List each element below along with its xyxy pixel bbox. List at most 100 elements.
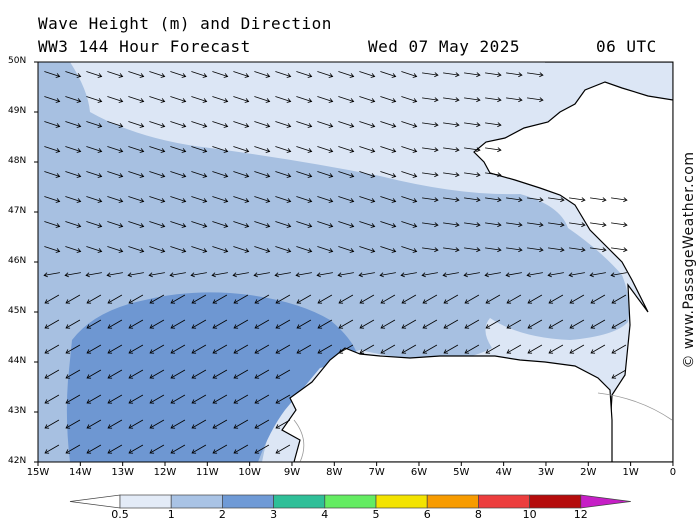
wave-arrow bbox=[422, 222, 439, 228]
wave-arrow bbox=[526, 272, 543, 278]
wave-arrow bbox=[443, 147, 460, 153]
wave-arrow bbox=[296, 246, 313, 253]
wave-arrow bbox=[86, 319, 102, 329]
wave-arrow bbox=[611, 294, 627, 304]
wave-arrow bbox=[170, 344, 186, 354]
wave-arrow bbox=[338, 196, 355, 203]
wave-arrow bbox=[233, 196, 250, 203]
wave-arrow bbox=[590, 319, 606, 329]
wave-arrow bbox=[44, 294, 60, 304]
wave-arrow bbox=[611, 344, 627, 354]
wave-arrow bbox=[212, 171, 229, 178]
wave-arrow bbox=[86, 444, 102, 454]
wave-arrow bbox=[128, 419, 144, 429]
wave-arrow bbox=[275, 196, 292, 203]
wave-arrow bbox=[212, 196, 229, 203]
wave-arrow bbox=[149, 171, 166, 178]
wave-arrow bbox=[253, 272, 270, 278]
wave-arrow bbox=[170, 369, 186, 379]
wave-arrow bbox=[548, 319, 564, 329]
wave-arrow bbox=[127, 272, 144, 278]
wave-arrow bbox=[443, 197, 460, 203]
wave-arrow bbox=[569, 344, 585, 354]
wave-arrow bbox=[191, 246, 208, 253]
forecast-date: Wed 07 May 2025 bbox=[368, 37, 520, 56]
wave-arrow bbox=[379, 272, 396, 278]
border-es-pt bbox=[293, 419, 305, 462]
wave-arrow bbox=[443, 72, 460, 78]
wave-arrow bbox=[170, 171, 187, 178]
lat-label: 44N bbox=[8, 356, 27, 366]
wave-arrow bbox=[86, 394, 102, 404]
colorbar-label: 3 bbox=[270, 508, 278, 521]
wave-arrow bbox=[317, 294, 333, 304]
lon-label: 7W bbox=[368, 467, 385, 478]
lon-label: 5W bbox=[453, 467, 470, 478]
wave-arrow bbox=[149, 369, 165, 379]
wave-arrow bbox=[128, 96, 145, 103]
wave-arrow bbox=[254, 71, 271, 78]
wave-arrow bbox=[149, 294, 165, 304]
colorbar-swatch bbox=[426, 494, 479, 509]
wave-arrow bbox=[191, 344, 207, 354]
wave-arrow bbox=[527, 197, 544, 203]
wave-arrow bbox=[148, 272, 165, 278]
wave-arrow bbox=[86, 196, 103, 203]
wave-arrow bbox=[170, 121, 187, 128]
wave-arrow bbox=[170, 71, 187, 78]
wave-arrow bbox=[527, 97, 544, 103]
wave-arrow bbox=[527, 222, 544, 228]
wave-arrow bbox=[506, 247, 523, 253]
wave-arrow bbox=[128, 196, 145, 203]
wave-arrow bbox=[463, 272, 480, 278]
lon-label: 11W bbox=[196, 467, 219, 478]
wave-arrow bbox=[128, 71, 145, 78]
land-spain bbox=[281, 347, 613, 462]
wave-arrow bbox=[317, 221, 334, 228]
wave-arrow bbox=[401, 171, 418, 178]
wave-arrow bbox=[464, 147, 481, 153]
wave-arrow bbox=[485, 172, 502, 178]
wave-arrow bbox=[149, 121, 166, 128]
wave-arrow bbox=[442, 272, 459, 278]
wave-arrow bbox=[44, 319, 60, 329]
wave-arrow bbox=[275, 294, 291, 304]
wave-arrow bbox=[44, 171, 61, 178]
wave-arrow bbox=[317, 196, 334, 203]
wave-arrow bbox=[107, 71, 124, 78]
wave-arrow bbox=[380, 146, 397, 153]
wave-arrow bbox=[128, 146, 145, 153]
wave-arrow bbox=[296, 171, 313, 178]
wave-arrow bbox=[401, 196, 418, 203]
wave-arrow bbox=[275, 171, 292, 178]
wave-arrow bbox=[149, 419, 165, 429]
colorbar-label: 0.5 bbox=[111, 508, 129, 521]
wave-arrow bbox=[422, 344, 438, 354]
wave-arrow bbox=[65, 121, 82, 128]
wave-arrow bbox=[338, 344, 354, 354]
wave-arrow bbox=[44, 444, 60, 454]
lat-label: 47N bbox=[8, 206, 27, 216]
wave-arrow bbox=[506, 344, 522, 354]
wave-arrow bbox=[296, 71, 313, 78]
wave-arrow bbox=[380, 96, 397, 103]
wave-arrow bbox=[149, 196, 166, 203]
wave-arrow bbox=[443, 172, 460, 178]
wave-arrow bbox=[233, 294, 249, 304]
lon-label: 13W bbox=[111, 467, 134, 478]
wave-arrow bbox=[401, 96, 418, 103]
colorbar-max-triangle bbox=[580, 494, 631, 509]
wave-arrow bbox=[275, 344, 291, 354]
wave-arrow bbox=[589, 272, 606, 278]
wave-arrow bbox=[191, 146, 208, 153]
wave-arrow bbox=[149, 246, 166, 253]
wave-arrow bbox=[569, 294, 585, 304]
colorbar-min-triangle bbox=[69, 494, 121, 509]
wave-arrow bbox=[170, 319, 186, 329]
wave-arrow bbox=[254, 246, 271, 253]
wave-arrow bbox=[254, 319, 270, 329]
colorbar-label: 2 bbox=[218, 508, 226, 521]
wave-arrow bbox=[358, 272, 375, 278]
colorbar-label: 10 bbox=[522, 508, 537, 521]
wave-arrow bbox=[254, 394, 270, 404]
